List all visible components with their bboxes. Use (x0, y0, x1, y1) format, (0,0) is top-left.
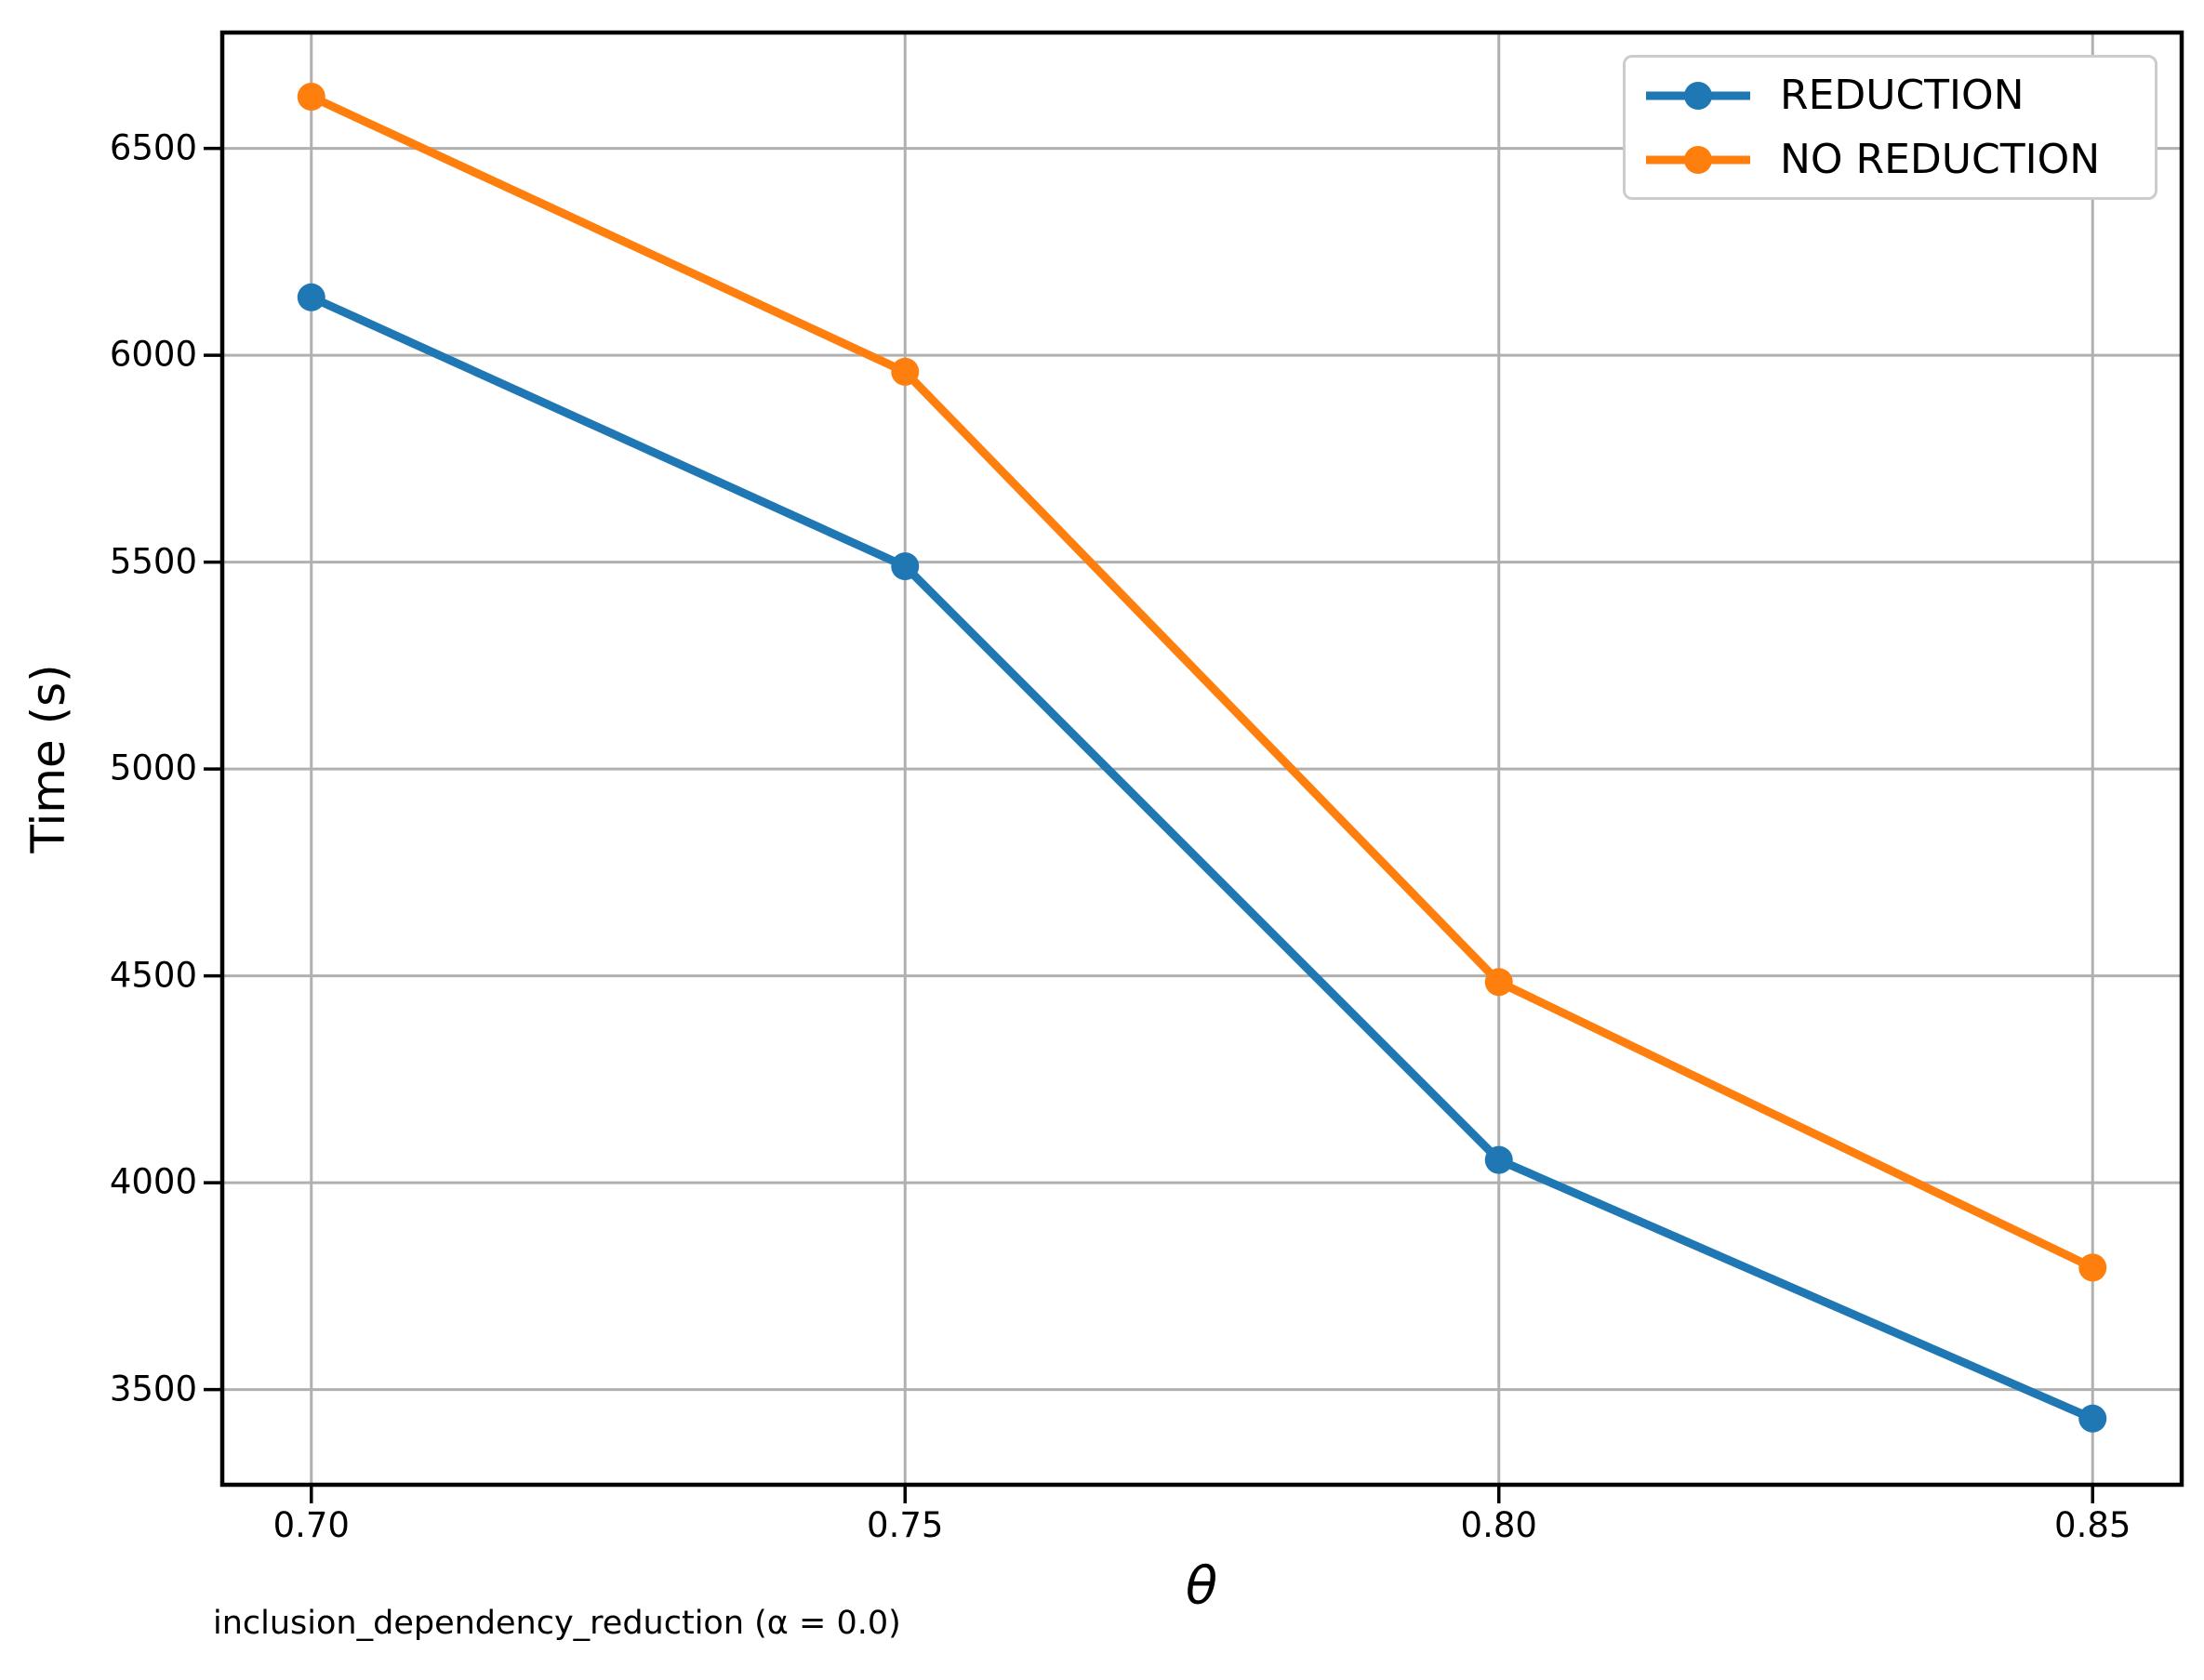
legend-label: REDUCTION (1780, 72, 2025, 119)
legend-entry-no-reduction: NO REDUCTION (1642, 136, 2145, 183)
data-point-reduction (891, 552, 920, 581)
legend-line-sample-icon (1646, 145, 1750, 174)
data-point-reduction (2078, 1404, 2107, 1433)
y-tick-label: 4500 (109, 955, 197, 996)
y-axis-label: Time (s) (21, 664, 75, 853)
y-tick-label: 6500 (109, 127, 197, 168)
x-tick-label: 0.80 (1460, 1505, 1537, 1545)
x-tick-label: 0.85 (2054, 1505, 2131, 1545)
series-line-no-reduction (307, 92, 2097, 1272)
data-point-no-reduction (891, 357, 920, 386)
y-tick-label: 3500 (109, 1369, 197, 1409)
x-axis-label: θ (1185, 1555, 1218, 1617)
data-point-reduction (1484, 1145, 1513, 1174)
data-point-reduction (297, 283, 325, 311)
data-point-no-reduction (2078, 1253, 2107, 1282)
data-point-no-reduction (1484, 968, 1513, 997)
x-tick-label: 0.70 (272, 1505, 350, 1545)
data-point-no-reduction (297, 82, 325, 111)
axes-spines (219, 30, 2184, 1488)
legend-line-sample-icon (1646, 81, 1750, 110)
legend-label: NO REDUCTION (1780, 136, 2101, 183)
legend-entry-reduction: REDUCTION (1642, 72, 2145, 119)
series-line-reduction (307, 293, 2097, 1423)
y-tick-label: 5500 (109, 541, 197, 582)
y-tick-label: 6000 (109, 334, 197, 375)
x-tick-label: 0.75 (867, 1505, 944, 1545)
y-tick-label: 4000 (109, 1161, 197, 1202)
y-tick-label: 5000 (109, 747, 197, 788)
legend: REDUCTION NO REDUCTION (1623, 55, 2158, 200)
caption: inclusion_dependency_reduction (α = 0.0) (213, 1605, 901, 1642)
